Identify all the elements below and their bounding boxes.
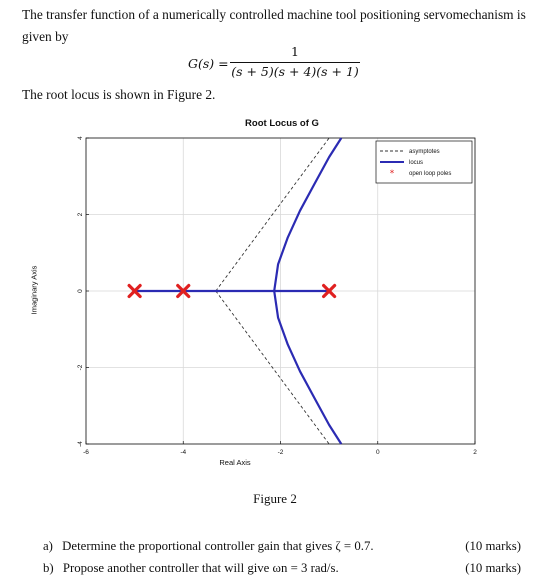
asymptote-lines (183, 137, 330, 445)
pole-cross-stroke (322, 283, 337, 299)
legend-swatch-poles: * (390, 169, 395, 179)
fraction-bar (230, 62, 360, 63)
question-b: b) Propose another controller that will … (43, 561, 339, 576)
equation-fraction: 1 (s + 5)(s + 4)(s + 1) (230, 44, 360, 80)
equation-denominator: (s + 5)(s + 4)(s + 1) (231, 64, 359, 79)
pole-cross-stroke (176, 283, 191, 299)
root-locus-note: The root locus is shown in Figure 2. (22, 87, 216, 102)
question-a: a) Determine the proportional controller… (43, 539, 374, 554)
pole-cross-stroke (127, 283, 142, 299)
question-a-label: a) (43, 539, 53, 553)
x-tick-label: -2 (278, 449, 284, 456)
y-tick-label: -2 (77, 364, 84, 370)
chart-title: Root Locus of G (245, 118, 319, 129)
equation-numerator: 1 (291, 44, 299, 59)
transfer-function-equation: G(s) = 1 (s + 5)(s + 4)(s + 1) (188, 44, 368, 84)
question-b-label: b) (43, 561, 54, 575)
x-tick-label: 2 (473, 449, 477, 456)
open-loop-poles (127, 283, 337, 299)
y-tick-label: -4 (77, 441, 84, 447)
question-b-text: Propose another controller that will giv… (62, 561, 339, 575)
y-tick-label: 2 (77, 212, 84, 216)
axis-ticks: -6 -4 -2 0 2 4 2 0 -2 -4 (77, 136, 477, 456)
y-tick-label: 4 (77, 136, 84, 140)
pole-marker (176, 283, 191, 299)
y-tick-label: 0 (77, 289, 84, 293)
question-a-text: Determine the proportional controller ga… (62, 539, 374, 553)
legend-entry-label: locus (409, 160, 423, 166)
x-axis-label: Real Axis (219, 458, 251, 467)
locus-branch (273, 137, 343, 292)
problem-intro: The transfer function of a numerically c… (22, 7, 526, 44)
locus-lines (134, 137, 343, 445)
equation-lhs: G(s) = (188, 56, 229, 71)
chart-legend: * asymptotes locus open loop poles (375, 140, 473, 184)
question-a-marks: (10 marks) (465, 539, 521, 553)
x-tick-label: -6 (83, 449, 89, 456)
asymptote-line (215, 290, 330, 445)
x-tick-label: -4 (180, 449, 186, 456)
question-b-marks: (10 marks) (465, 561, 521, 575)
legend-entry-label: asymptotes (409, 149, 440, 155)
x-tick-label: 0 (376, 449, 380, 456)
pole-marker (127, 283, 142, 299)
legend-entry-label: open loop poles (409, 171, 451, 177)
y-axis-label: Imaginary Axis (29, 265, 39, 315)
figure-caption: Figure 2 (253, 491, 297, 506)
pole-marker (322, 283, 337, 299)
locus-branch (273, 290, 343, 445)
asymptote-line (215, 137, 330, 292)
